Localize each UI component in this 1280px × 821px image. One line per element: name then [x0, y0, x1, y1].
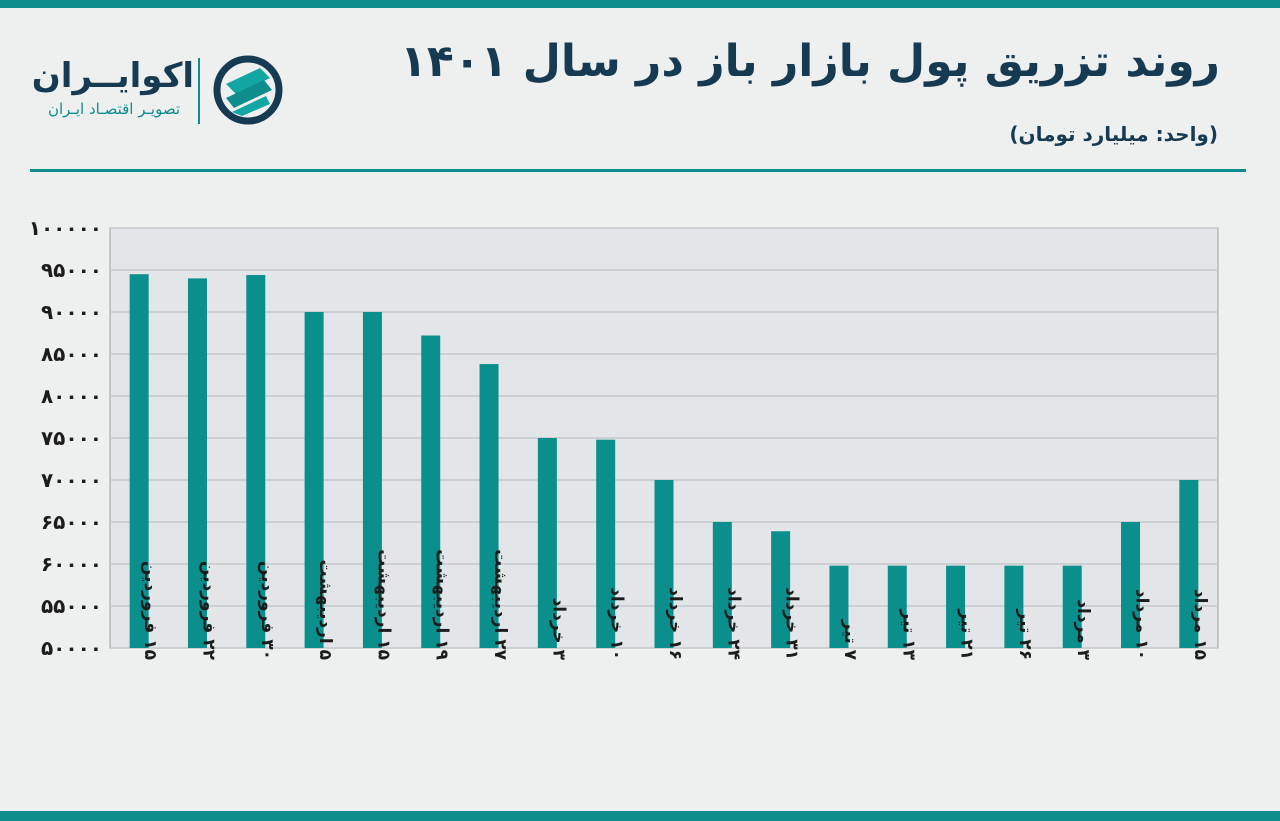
- bar: [537, 438, 557, 648]
- bar: [362, 312, 382, 648]
- x-tick-label: ۲۲ فروردین: [198, 561, 218, 661]
- y-tick-label: ۱۰۰۰۰۰: [29, 216, 102, 240]
- brand-name: اکوایــران: [31, 56, 194, 96]
- x-tick-label: ۱۰ خرداد: [607, 587, 627, 660]
- y-tick-label: ۶۰۰۰۰: [41, 552, 102, 576]
- x-tick-label: ۲۱ تیر: [957, 608, 977, 660]
- x-tick-label: ۲۷ اردیبهشت: [490, 549, 510, 660]
- bar: [421, 335, 441, 648]
- y-tick-label: ۸۰۰۰۰: [41, 384, 102, 408]
- x-tick-label: ۱۰ مرداد: [1132, 589, 1152, 660]
- bar: [129, 274, 149, 648]
- y-tick-label: ۵۰۰۰۰: [41, 636, 102, 660]
- x-tick-label: ۲۴ خرداد: [723, 587, 743, 660]
- brand-block: اکوایــران تصویـر اقتصـاد ایـران: [31, 56, 194, 118]
- bottom-accent-bar: [0, 811, 1280, 821]
- x-tick-label: ۱۵ اردیبهشت: [373, 549, 393, 660]
- bar: [479, 364, 499, 648]
- x-tick-label: ۷ تیر: [840, 619, 860, 661]
- top-accent-bar: [0, 0, 1280, 8]
- bar: [946, 565, 966, 648]
- bar: [887, 565, 907, 648]
- bar: [1121, 522, 1141, 648]
- bar: [304, 312, 324, 648]
- x-tick-label: ۳ خرداد: [548, 598, 568, 661]
- x-tick-label: ۱۶ خرداد: [665, 587, 685, 660]
- bar-chart: ۵۰۰۰۰ ۵۵۰۰۰ ۶۰۰۰۰ ۶۵۰۰۰ ۷۰۰۰۰ ۷۵۰۰۰ ۸۰۰۰۰ ۸۵۰۰۰…: [29, 216, 1219, 661]
- y-tick-label: ۶۵۰۰۰: [41, 510, 102, 534]
- bar: [771, 531, 791, 648]
- chart-title: روند تزریق پول بازار باز در سال ۱۴۰۱: [400, 36, 1220, 87]
- bar: [1004, 565, 1024, 648]
- ecoiran-logo-icon: [213, 55, 283, 125]
- bar: [829, 565, 849, 648]
- x-tick-label: ۳۰ فروردین: [257, 561, 277, 660]
- bar: [654, 480, 674, 648]
- x-tick-label: ۳۱ خرداد: [782, 587, 802, 660]
- x-tick-label: ۱۵ مرداد: [1190, 589, 1210, 660]
- brand-divider: [198, 58, 200, 124]
- x-tick-label: ۲۶ تیر: [1015, 608, 1035, 660]
- x-tick-label: ۳ مرداد: [1073, 599, 1093, 660]
- unit-label: (واحد: میلیارد تومان): [1009, 122, 1218, 146]
- x-tick-label: ۱۳ تیر: [898, 608, 918, 660]
- y-tick-label: ۹۰۰۰۰: [41, 300, 102, 324]
- bar: [1179, 480, 1199, 648]
- bar: [1062, 565, 1082, 648]
- y-tick-label: ۸۵۰۰۰: [41, 342, 102, 366]
- x-tick-label: ۵ اردیبهشت: [315, 560, 335, 661]
- bar: [187, 278, 207, 648]
- x-tick-label: ۱۵ فروردین: [140, 561, 160, 660]
- x-tick-label: ۱۹ اردیبهشت: [432, 549, 452, 660]
- y-tick-label: ۷۵۰۰۰: [41, 426, 102, 450]
- bar: [596, 439, 616, 648]
- bar: [246, 275, 266, 648]
- y-tick-label: ۷۰۰۰۰: [41, 468, 102, 492]
- brand-tagline: تصویـر اقتصـاد ایـران: [47, 100, 181, 118]
- y-tick-label: ۵۵۰۰۰: [41, 594, 102, 618]
- y-tick-label: ۹۵۰۰۰: [41, 258, 102, 282]
- header-divider: [30, 169, 1246, 172]
- bar: [712, 522, 732, 648]
